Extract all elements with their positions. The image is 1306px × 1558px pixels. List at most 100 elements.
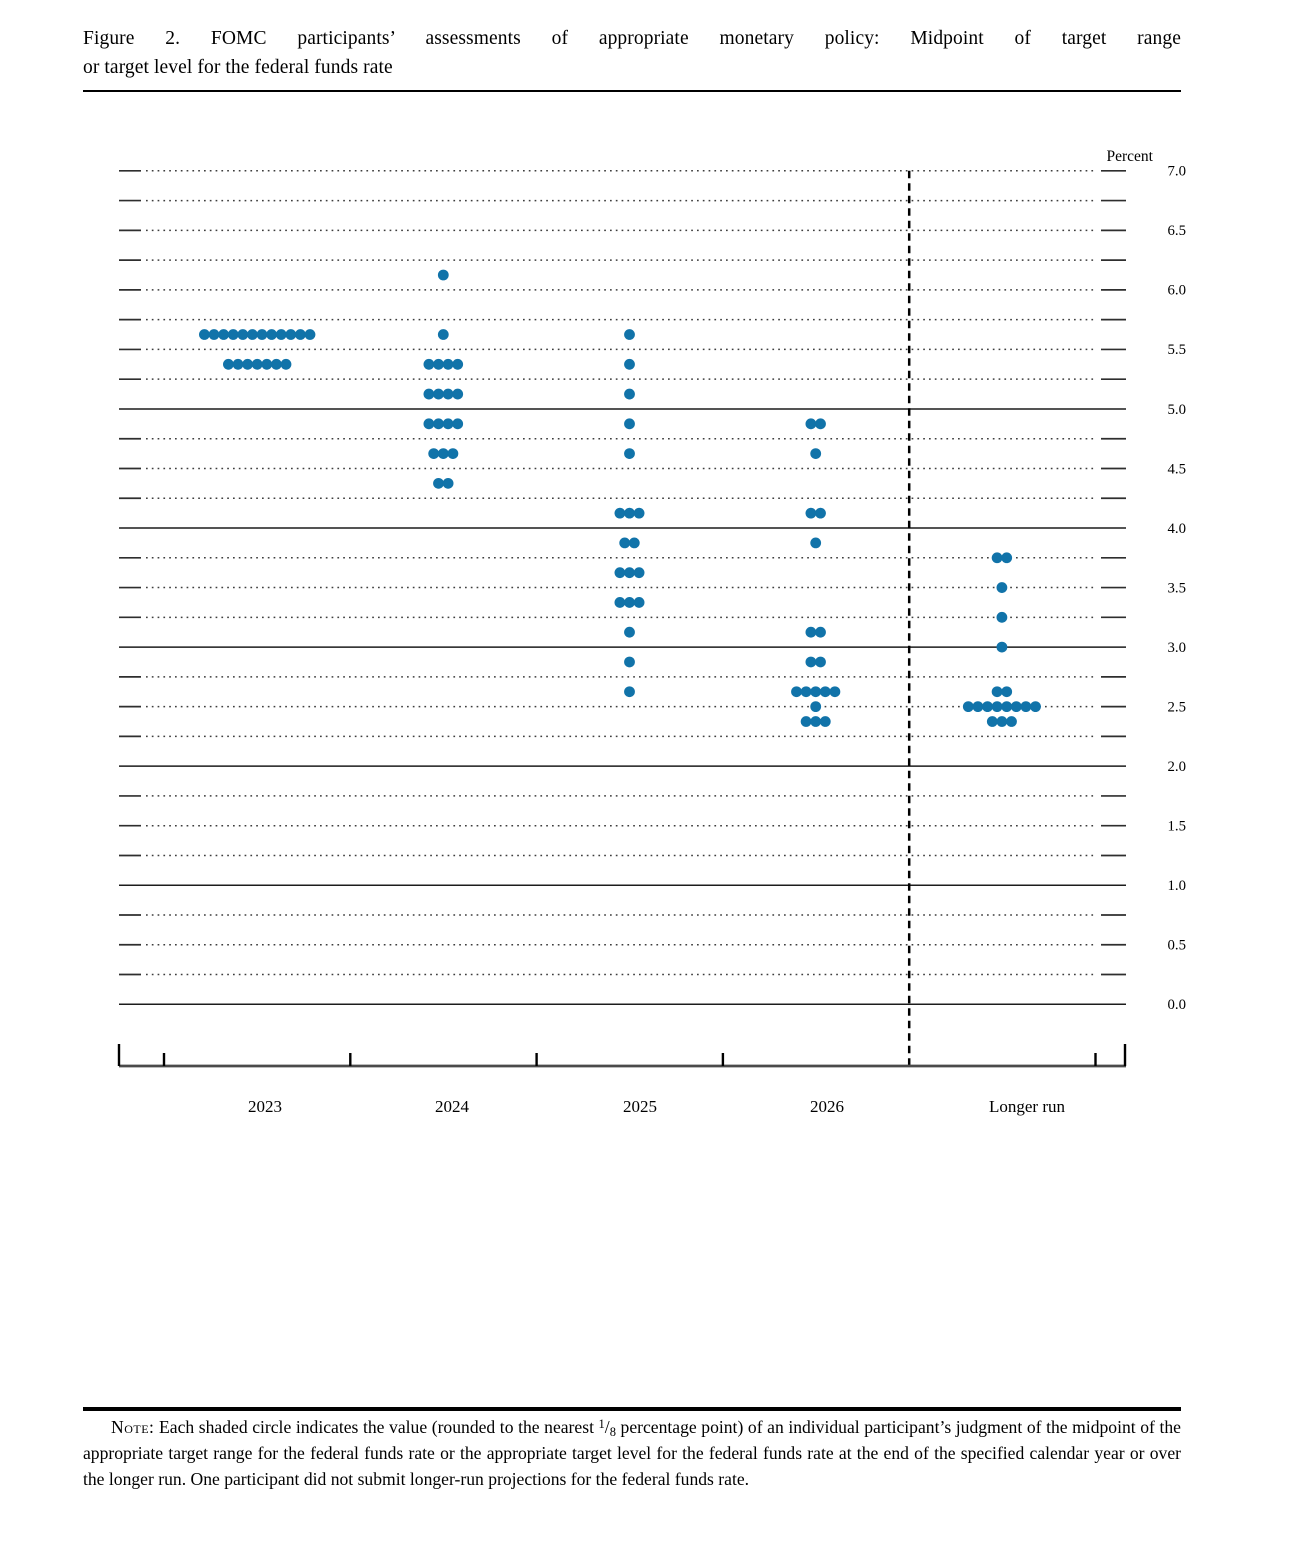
projection-dot <box>199 329 210 340</box>
x-axis-label: Longer run <box>989 1097 1066 1116</box>
projection-dot <box>433 358 444 370</box>
projection-dot <box>1006 716 1017 727</box>
projection-dot <box>614 507 626 519</box>
projection-dot <box>805 507 817 519</box>
projection-dot <box>266 329 277 340</box>
y-axis-label: 4.5 <box>1168 461 1187 477</box>
projection-dot <box>428 448 440 460</box>
note-label: Note: <box>111 1417 155 1437</box>
projection-dot <box>619 537 631 549</box>
y-axis-label: 6.0 <box>1168 283 1187 299</box>
projection-dot <box>982 701 993 713</box>
projection-dot <box>800 686 812 698</box>
note-rule <box>83 1407 1181 1411</box>
projection-dot <box>423 388 435 400</box>
projection-dot <box>442 477 454 489</box>
projection-dot <box>261 358 273 370</box>
projection-dot <box>304 329 316 340</box>
projection-dot <box>280 358 292 370</box>
projection-dot <box>237 329 249 340</box>
projection-dot <box>452 358 464 370</box>
projection-dot <box>208 329 220 340</box>
projection-dot <box>810 686 822 698</box>
x-axis-label: 2023 <box>248 1097 282 1116</box>
projection-dot <box>810 701 822 713</box>
projection-dot <box>442 388 454 400</box>
projection-dot <box>791 686 802 698</box>
note-fraction-denominator: 8 <box>609 1425 616 1439</box>
projection-dot <box>815 626 826 638</box>
projection-dot <box>805 656 817 668</box>
projection-dot <box>218 329 230 340</box>
y-axis-label: 2.5 <box>1168 699 1187 715</box>
figure-title: Figure 2. FOMC participants’ assessments… <box>83 25 1181 82</box>
projection-dot <box>624 686 635 698</box>
projection-dot <box>624 418 635 430</box>
projection-dot <box>805 418 817 430</box>
projection-dot <box>433 477 444 489</box>
projection-dot <box>819 716 831 727</box>
projection-dot <box>810 537 822 549</box>
projection-dot <box>624 329 635 340</box>
y-axis-label: 5.5 <box>1168 342 1187 358</box>
projection-dot <box>986 716 998 727</box>
projection-dot <box>624 358 635 370</box>
projection-dot <box>810 716 822 727</box>
projection-dot <box>1001 552 1013 564</box>
x-axis-label: 2026 <box>810 1097 844 1116</box>
projection-dot <box>614 597 626 608</box>
projection-dot <box>256 329 268 340</box>
projection-dot <box>1001 701 1013 713</box>
projection-dot <box>447 448 459 460</box>
projection-dot <box>810 448 822 460</box>
projection-dot <box>223 358 234 370</box>
projection-dot <box>442 358 454 370</box>
projection-dot <box>991 552 1003 564</box>
projection-dot <box>452 388 464 400</box>
projection-dot <box>815 418 826 430</box>
projection-dot <box>275 329 287 340</box>
projection-dot <box>624 626 635 638</box>
projection-dot <box>624 507 635 519</box>
y-axis-label: 7.0 <box>1168 164 1187 180</box>
note-fraction-numerator: 1 <box>598 1417 605 1431</box>
dot-plot-chart: Percent 7.0 6.5 6.0 5.5 5.0 4.5 4.0 3.5 3.0 2.5 2.0… <box>117 148 1187 1116</box>
projection-dot <box>624 597 635 608</box>
x-axis-label: 2025 <box>623 1097 657 1116</box>
projection-dot <box>1001 686 1013 698</box>
projection-dot <box>433 418 444 430</box>
y-axis-label: 0.5 <box>1168 938 1187 954</box>
y-axis-label: 5.0 <box>1168 402 1187 418</box>
projection-dot <box>628 537 640 549</box>
projection-dot <box>805 626 817 638</box>
projection-dot <box>614 567 626 579</box>
y-axis-label: 6.5 <box>1168 223 1187 239</box>
projection-dot <box>972 701 984 713</box>
y-axis-label: 2.0 <box>1168 759 1187 775</box>
note-fraction-slash: / <box>604 1417 610 1437</box>
projection-dot <box>1010 701 1022 713</box>
note-text-post: percentage point) of an individual parti… <box>83 1417 1181 1489</box>
projection-dot <box>819 686 831 698</box>
projection-dot <box>996 716 1008 727</box>
projection-dot <box>232 358 244 370</box>
projection-dot <box>624 567 635 579</box>
projection-dot <box>433 388 444 400</box>
x-axis-label: 2024 <box>435 1097 470 1116</box>
projection-dot <box>285 329 297 340</box>
projection-dot <box>624 656 635 668</box>
y-axis-label: 3.5 <box>1168 580 1187 596</box>
projection-dot <box>247 329 258 340</box>
y-axis-title: Percent <box>1107 148 1154 165</box>
projection-dot <box>624 448 635 460</box>
projection-dot <box>633 567 645 579</box>
projection-dot <box>1020 701 1032 713</box>
projection-dot <box>962 701 974 713</box>
projection-dot <box>800 716 812 727</box>
projection-dot <box>815 656 826 668</box>
projection-dot <box>295 329 306 340</box>
note-text-pre: Each shaded circle indicates the value (… <box>159 1417 599 1437</box>
projection-dot <box>633 597 645 608</box>
figure-note: Note: Each shaded circle indicates the v… <box>83 1414 1181 1492</box>
